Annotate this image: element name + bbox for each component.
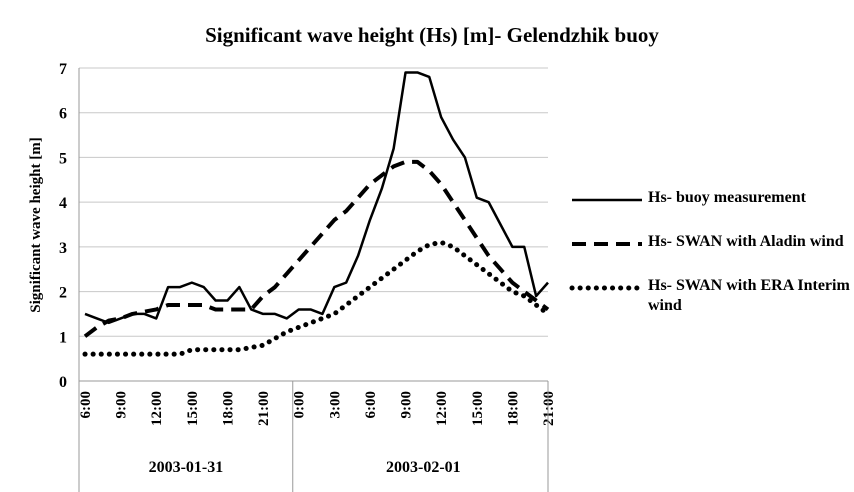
x-tick-label: 12:00 <box>149 391 165 426</box>
x-tick-label: 21:00 <box>541 391 557 426</box>
x-tick-label: 18:00 <box>220 391 236 426</box>
legend-swatch <box>572 242 642 246</box>
x-group-label: 2003-02-01 <box>386 459 461 476</box>
y-axis-label: Significant wave height [m] <box>28 137 44 312</box>
x-tick-label: 6:00 <box>78 391 94 419</box>
series-line <box>83 159 550 338</box>
y-tick-label: 1 <box>59 329 67 346</box>
x-tick-label: 21:00 <box>256 391 272 426</box>
legend-swatch <box>572 198 642 202</box>
x-group-label: 2003-01-31 <box>149 459 224 476</box>
legend-label: Hs- buoy measurement <box>648 189 806 206</box>
y-tick-label: 7 <box>59 61 67 78</box>
legend-entry: Hs- SWAN with ERA Interim wind <box>568 276 853 316</box>
y-tick-label: 3 <box>59 240 67 257</box>
x-tick-label: 3:00 <box>327 391 343 419</box>
chart-title: Significant wave height (Hs) [m]- Gelend… <box>205 23 659 47</box>
x-tick-label: 6:00 <box>363 391 379 419</box>
y-tick-label: 4 <box>59 195 67 212</box>
y-tick-label: 5 <box>59 150 67 167</box>
y-tick-label: 2 <box>59 285 67 302</box>
x-tick-label: 12:00 <box>434 391 450 426</box>
x-tick-label: 15:00 <box>185 391 201 426</box>
legend-entry: Hs- SWAN with Aladin wind <box>568 232 853 254</box>
y-tick-label: 0 <box>59 374 67 391</box>
legend-label: Hs- SWAN with Aladin wind <box>648 233 844 250</box>
series-line <box>84 71 549 325</box>
series-line <box>82 239 551 357</box>
legend-swatch <box>569 285 645 291</box>
legend-label: Hs- SWAN with ERA Interim wind <box>648 277 850 314</box>
x-tick-label: 9:00 <box>114 391 130 419</box>
x-tick-label: 18:00 <box>505 391 521 426</box>
legend: Hs- buoy measurement Hs- SWAN with Aladin… <box>568 188 853 316</box>
legend-entry: Hs- buoy measurement <box>568 188 853 210</box>
y-tick-label: 6 <box>59 106 67 123</box>
x-tick-label: 15:00 <box>470 391 486 426</box>
x-tick-label: 0:00 <box>292 391 308 419</box>
x-tick-label: 9:00 <box>399 391 415 419</box>
